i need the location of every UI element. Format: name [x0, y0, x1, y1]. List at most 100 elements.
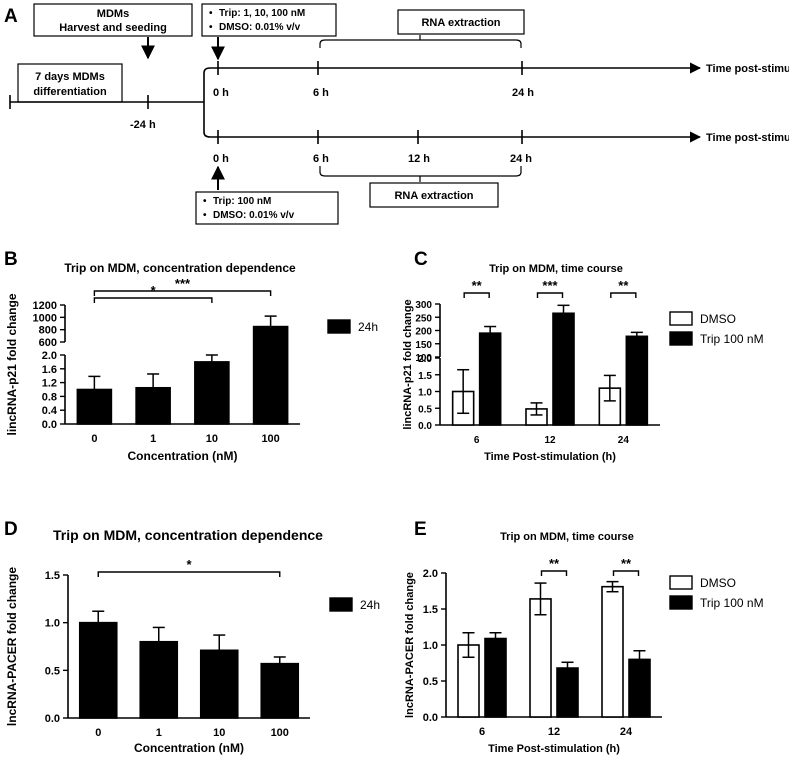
panel-d-sig-label-0: * — [186, 557, 192, 572]
bottom-tick-label-6: 6 h — [313, 153, 329, 165]
panel-c-lower-ytick-label-2: 1.0 — [418, 388, 432, 399]
panel-e-legend-swatch-1 — [669, 595, 693, 610]
panel-d-legend-swatch-0 — [329, 597, 353, 612]
panel-e-title: Trip on MDM, time course — [500, 531, 634, 543]
trip-bottom-line2: DMSO: 0.01% v/v — [213, 210, 295, 221]
panel-e-ytick-label-3: 1.5 — [423, 604, 438, 616]
panel-b-lower-ytick-label-1: 0.4 — [42, 405, 58, 417]
panel-d-chart: D Trip on MDM, concentration dependence 0.… — [4, 519, 380, 755]
panel-e-sig-label-1: ** — [621, 556, 632, 571]
panel-e-ytick-label-0: 0.0 — [423, 712, 438, 724]
top-tick-label-24: 24 h — [512, 87, 534, 99]
panel-b-ylabel: lincRNA-p21 fold change — [5, 293, 19, 435]
panel-b-sig-label-1: *** — [175, 276, 191, 291]
rna-bottom-bracket — [319, 166, 522, 182]
panel-e-ytick-label-1: 0.5 — [423, 676, 438, 688]
panel-d-ytick-label-0: 0.0 — [45, 713, 60, 725]
panel-e-bar-dmso-24 — [601, 585, 624, 718]
panel-b-legend-label-0: 24h — [358, 320, 378, 334]
timeline-branch — [203, 67, 211, 138]
panel-c-sig-label-2: ** — [618, 278, 629, 293]
panel-c-lower-ytick-label-0: 0.0 — [418, 421, 432, 432]
trip-top-line1: Trip: 1, 10, 100 nM — [219, 8, 305, 19]
panel-e-bar-trip-100-nm-6 — [484, 637, 507, 718]
panel-c-chart: C Trip on MDM, time course 0.0 0.5 1.0 1.5 2.0… — [402, 249, 764, 463]
panel-b-bar-24h-0 — [76, 388, 113, 425]
panel-e-sig-bracket-0 — [540, 570, 568, 576]
panel-c-legend-swatch-0 — [669, 311, 693, 326]
panel-c-lower-ytick-label-3: 1.5 — [418, 371, 432, 382]
panel-b-sig-bracket-0 — [93, 297, 213, 303]
panel-c-sig-label-1: *** — [542, 278, 558, 293]
panel-b-xtick-label-1: 1 — [150, 433, 156, 445]
panel-c-sig-bracket-0 — [463, 292, 490, 298]
panel-c-upper-ytick-label-4: 300 — [415, 300, 432, 311]
panel-c-sig-label-0: ** — [472, 278, 483, 293]
panel-c-title: Trip on MDM, time course — [489, 263, 623, 275]
panel-e-bar-trip-100-nm-24 — [628, 658, 651, 718]
panel-e-sig-bracket-1 — [612, 570, 640, 576]
panel-e-legend-label-0: DMSO — [700, 576, 736, 590]
panel-e-xlabel: Time Post-stimulation (h) — [488, 743, 620, 755]
minus24-label: -24 h — [130, 119, 156, 131]
rna-top-box — [397, 9, 525, 35]
panel-b-letter: B — [4, 249, 18, 270]
panel-d-ytick-label-1: 0.5 — [45, 665, 60, 677]
panel-d-xtick-label-3: 100 — [271, 727, 289, 739]
panel-b-lower-ytick-label-4: 1.6 — [42, 364, 57, 376]
panel-e-xtick-label-2: 24 — [620, 726, 633, 738]
panel-c-legend-swatch-1 — [669, 331, 693, 346]
rna-bottom-label: RNA extraction — [394, 190, 473, 202]
panel-b-chart: B Trip on MDM, concentration dependence 0.… — [4, 249, 378, 463]
panel-b-xlabel: Concentration (nM) — [128, 449, 238, 463]
trip-top-bullet1: • — [209, 8, 213, 19]
panel-e-ytick-label-2: 1.0 — [423, 640, 438, 652]
bottom-timeline-label: Time post-stimulation — [706, 132, 789, 144]
panel-a: A MDMs Harvest and seeding 7 days MDMs d… — [4, 3, 789, 225]
panel-b-xtick-label-2: 10 — [206, 433, 218, 445]
panel-c-upper-ytick-label-2: 200 — [415, 327, 432, 338]
panel-d-bar-24h-10 — [199, 649, 239, 719]
mdms-box-line2: Harvest and seeding — [59, 22, 167, 34]
diff-box-line2: differentiation — [33, 86, 107, 98]
panel-c-xlabel: Time Post-stimulation (h) — [484, 451, 616, 463]
top-timeline-label: Time post-stimulation — [706, 63, 789, 75]
panel-b-upper-ytick-label-1: 800 — [39, 325, 57, 337]
diff-box-line1: 7 days MDMs — [35, 71, 105, 83]
panel-c-upper-ytick-label-3: 250 — [415, 313, 432, 324]
panel-c-upper-ytick-label-0: 100 — [415, 353, 432, 364]
trip-bottom-line1: Trip: 100 nM — [213, 196, 271, 207]
panel-b-lower-ytick-label-2: 0.8 — [42, 391, 57, 403]
panel-c-bar-trip-100-nm-24 — [625, 335, 649, 426]
panel-d-legend-label-0: 24h — [360, 598, 380, 612]
panel-d-title: Trip on MDM, concentration dependence — [53, 527, 323, 543]
panel-d-bar-24h-1 — [139, 640, 179, 719]
rna-top-label: RNA extraction — [421, 17, 500, 29]
panel-d-xtick-label-2: 10 — [213, 727, 225, 739]
panel-b-upper-ytick-label-2: 1000 — [33, 312, 57, 324]
panel-e-ylabel: lncRNA-PACER fold change — [404, 572, 416, 718]
panel-c-ylabel: lincRNA-p21 fold change — [402, 299, 414, 429]
panel-b-bar-24h-1 — [135, 386, 171, 425]
bottom-tick-label-24: 24 h — [510, 153, 532, 165]
trip-top-line2: DMSO: 0.01% v/v — [219, 22, 301, 33]
rna-bottom-box — [369, 182, 499, 208]
trip-top-box — [201, 3, 337, 37]
panel-b-sig-bracket-1 — [93, 290, 272, 296]
trip-top-bullet2: • — [209, 22, 213, 33]
panel-e-legend-label-1: Trip 100 nM — [700, 596, 764, 610]
panel-c-sig-bracket-2 — [610, 292, 637, 298]
panel-b-lower-ytick-label-5: 2.0 — [42, 350, 57, 362]
panel-c-xtick-label-0: 6 — [474, 435, 480, 446]
panel-c-legend-label-1: Trip 100 nM — [700, 332, 764, 346]
panel-d-bar-24h-0 — [78, 621, 118, 719]
trip-bottom-bullet1: • — [203, 196, 207, 207]
panel-e-letter: E — [414, 519, 427, 540]
differentiation-box — [17, 63, 123, 103]
panel-b-lower-ytick-label-0: 0.0 — [42, 419, 57, 431]
panel-d-ylabel: lncRNA-PACER fold change — [5, 567, 19, 726]
top-tick-label-6: 6 h — [313, 87, 329, 99]
panel-e-bar-trip-100-nm-12 — [556, 667, 579, 718]
panel-c-lower-ytick-label-1: 0.5 — [418, 404, 432, 415]
panel-c-xtick-label-2: 24 — [618, 435, 630, 446]
